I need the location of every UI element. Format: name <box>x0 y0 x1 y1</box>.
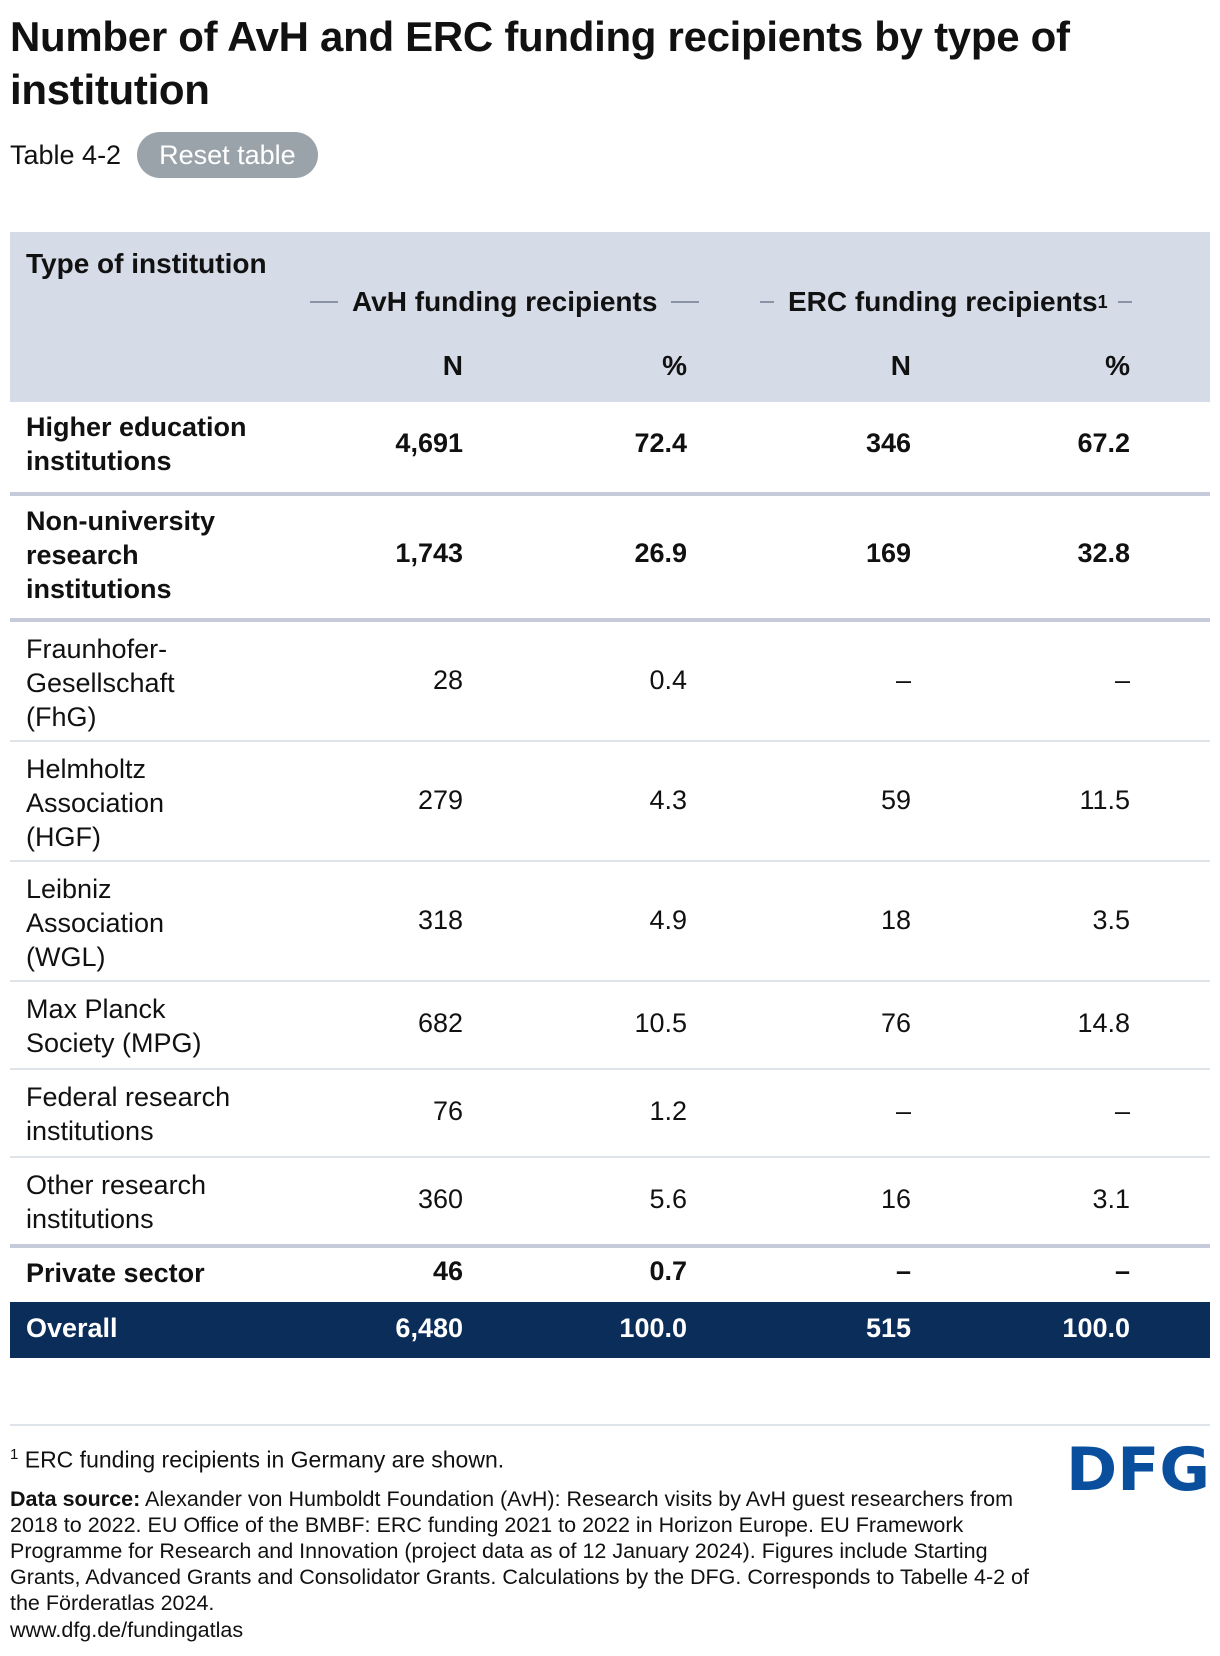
row-label: Private sector <box>26 1258 205 1288</box>
row-label: Fraunhofer-Gesellschaft (FhG) <box>26 634 175 732</box>
cell-erc-n: 18 <box>880 905 911 935</box>
cell-erc-n: – <box>895 665 911 695</box>
cell-erc-percent: 14.8 <box>1077 1008 1130 1038</box>
row-label: Federal research institutions <box>26 1082 231 1146</box>
column-header-type[interactable]: Type of institution <box>26 248 267 279</box>
cell-erc-percent: 3.5 <box>1092 905 1130 935</box>
cell-avh-n: 318 <box>417 905 463 935</box>
group-header-erc-label: ERC funding recipients <box>788 286 1098 317</box>
data-table: Type of institution AvH funding recipien… <box>10 232 1210 1358</box>
cell-erc-percent: 11.5 <box>1079 785 1130 815</box>
total-erc-percent: 100.0 <box>1062 1313 1130 1343</box>
table-body: Higher education institutions 4,691 72.4 34… <box>10 402 1210 1302</box>
cell-avh-percent: 4.3 <box>649 785 687 815</box>
total-avh-percent: 100.0 <box>619 1313 687 1343</box>
total-row: Overall 6,480 100.0 515 100.0 <box>10 1302 1210 1358</box>
footnote-text: ERC funding recipients in Germany are sh… <box>24 1446 505 1473</box>
cell-avh-percent: 72.4 <box>634 428 687 458</box>
row-label: Higher education institutions <box>26 412 247 476</box>
cell-avh-percent: 5.6 <box>649 1184 687 1214</box>
cell-erc-n: 16 <box>880 1184 911 1214</box>
cell-erc-n: 346 <box>865 428 911 458</box>
page-title: Number of AvH and ERC funding recipients… <box>10 13 1070 113</box>
table-row: Helmholtz Association (HGF) 279 4.3 59 11.5 <box>10 742 1210 862</box>
group-rule-left <box>760 301 774 303</box>
total-erc-n: 515 <box>865 1313 911 1343</box>
table-row: Max Planck Society (MPG) 682 10.5 76 14.8 <box>10 982 1210 1070</box>
data-source-text: Alexander von Humboldt Foundation (AvH):… <box>10 1487 1029 1615</box>
data-source-label: Data source: <box>10 1487 141 1511</box>
group-rule-right <box>671 301 700 303</box>
cell-erc-percent: – <box>1114 665 1130 695</box>
cell-avh-n: 46 <box>432 1256 463 1286</box>
table-row: Leibniz Association (WGL) 318 4.9 18 3.5 <box>10 862 1210 982</box>
cell-avh-percent: 4.9 <box>649 905 687 935</box>
dfg-logo: DFG <box>1066 1440 1210 1496</box>
cell-avh-n: 28 <box>432 665 463 695</box>
cell-avh-n: 279 <box>417 785 463 815</box>
row-label: Max Planck Society (MPG) <box>26 994 202 1058</box>
cell-avh-n: 360 <box>417 1184 463 1214</box>
column-header-erc-n[interactable]: N <box>890 350 911 381</box>
row-label: Non-university research institutions <box>26 506 216 604</box>
footnote-marker: 1 <box>1097 291 1108 312</box>
cell-erc-n: 76 <box>880 1008 911 1038</box>
cell-erc-n: – <box>895 1256 911 1286</box>
cell-erc-percent: – <box>1114 1096 1130 1126</box>
table-meta: Table 4-2 Reset table <box>10 132 318 178</box>
group-header-erc: ERC funding recipients 1 <box>760 282 1132 322</box>
cell-erc-n: – <box>895 1096 911 1126</box>
group-header-avh-label: AvH funding recipients <box>352 286 658 317</box>
source-link[interactable]: www.dfg.de/fundingatlas <box>10 1618 244 1642</box>
cell-erc-n: 169 <box>865 538 911 568</box>
reset-table-button[interactable]: Reset table <box>137 132 318 178</box>
table-header: Type of institution AvH funding recipien… <box>10 232 1210 402</box>
cell-avh-percent: 1.2 <box>649 1096 687 1126</box>
column-header-erc-percent[interactable]: % <box>1105 350 1130 381</box>
table-row: Other research institutions 360 5.6 16 3.1 <box>10 1158 1210 1248</box>
table-label: Table 4-2 <box>10 139 122 170</box>
cell-avh-n: 1,743 <box>395 538 463 568</box>
table-row: Fraunhofer-Gesellschaft (FhG) 28 0.4 – – <box>10 622 1210 742</box>
table-row: Non-university research institutions 1,74… <box>10 496 1210 622</box>
table-row: Federal research institutions 76 1.2 – – <box>10 1070 1210 1158</box>
column-header-avh-percent[interactable]: % <box>662 350 687 381</box>
row-label: Helmholtz Association (HGF) <box>26 754 165 852</box>
cell-avh-percent: 10.5 <box>634 1008 687 1038</box>
cell-erc-percent: – <box>1114 1256 1130 1286</box>
group-rule-left <box>310 301 338 303</box>
total-avh-n: 6,480 <box>395 1313 463 1343</box>
cell-avh-percent: 0.7 <box>649 1256 687 1286</box>
group-rule-right <box>1117 301 1132 303</box>
cell-erc-n: 59 <box>880 785 911 815</box>
cell-avh-percent: 26.9 <box>634 538 687 568</box>
table-row: Higher education institutions 4,691 72.4 34… <box>10 402 1210 496</box>
cell-avh-n: 4,691 <box>395 428 463 458</box>
group-header-avh: AvH funding recipients <box>310 282 700 322</box>
dfg-logo-text: DFG <box>1066 1440 1210 1496</box>
cell-erc-percent: 67.2 <box>1077 428 1130 458</box>
cell-avh-n: 682 <box>417 1008 463 1038</box>
total-label: Overall <box>26 1313 118 1343</box>
cell-avh-n: 76 <box>432 1096 463 1126</box>
row-label: Leibniz Association (WGL) <box>26 874 165 972</box>
data-source: Data source: Alexander von Humboldt Foun… <box>10 1486 1040 1616</box>
table-row: Private sector 46 0.7 – – <box>10 1248 1210 1302</box>
row-label: Other research institutions <box>26 1170 207 1234</box>
cell-avh-percent: 0.4 <box>649 665 687 695</box>
cell-erc-percent: 32.8 <box>1077 538 1130 568</box>
footnote-number: 1 <box>10 1446 19 1463</box>
cell-erc-percent: 3.1 <box>1092 1184 1130 1214</box>
footer-divider <box>10 1424 1210 1426</box>
column-header-avh-n[interactable]: N <box>442 350 463 381</box>
footnote: 1 ERC funding recipients in Germany are … <box>10 1446 504 1474</box>
